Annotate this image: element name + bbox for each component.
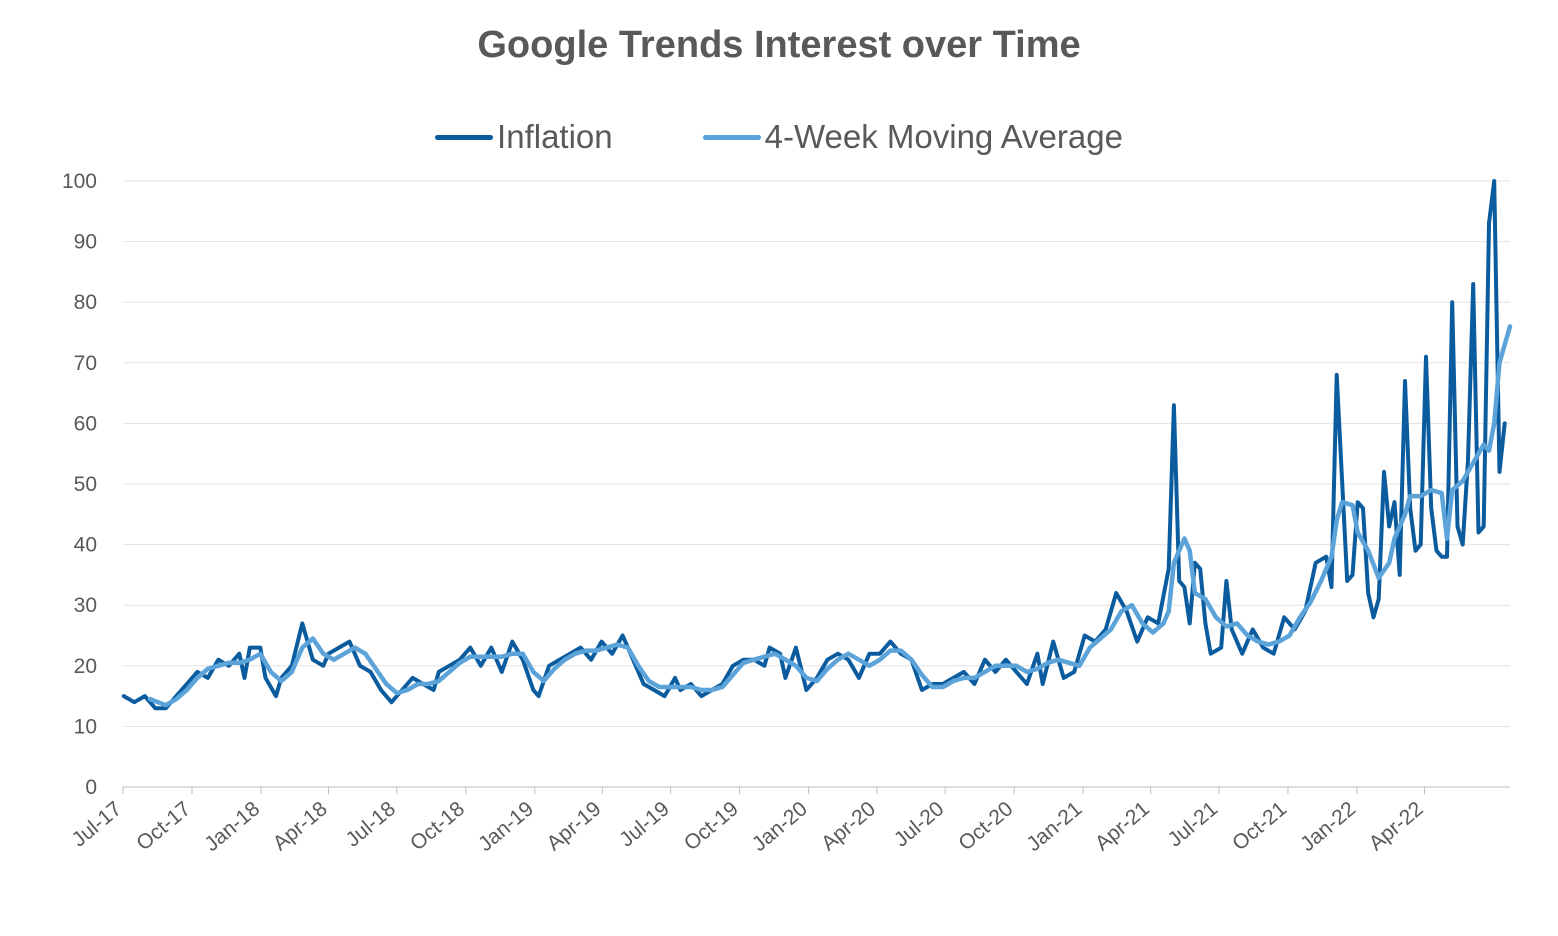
- x-tick-label: Jul-18: [341, 797, 400, 851]
- x-tick-label: Jul-19: [615, 797, 674, 851]
- y-tick-label: 50: [74, 473, 97, 496]
- x-tick-label: Oct-19: [680, 797, 743, 855]
- x-tick-label: Jan-19: [474, 797, 538, 856]
- y-axis-ticks: 0 10 20 30 40 50 60 70 80 90 100: [62, 170, 97, 799]
- y-tick-label: 20: [74, 655, 97, 678]
- series-line-moving-average: [147, 324, 1513, 708]
- x-tick-label: Oct-20: [954, 797, 1017, 855]
- x-tick-label: Apr-22: [1365, 797, 1428, 855]
- y-tick-label: 60: [74, 412, 97, 435]
- y-tick-label: 0: [85, 776, 97, 799]
- x-tick-label: Jul-21: [1164, 797, 1223, 851]
- y-tick-label: 10: [74, 715, 97, 738]
- series-lines: [121, 179, 1513, 711]
- chart-title: Google Trends Interest over Time: [477, 24, 1081, 66]
- x-tick-label: Apr-21: [1091, 797, 1154, 855]
- legend-swatch-inflation: [435, 134, 494, 140]
- y-tick-label: 30: [74, 594, 97, 617]
- x-tick-label: Apr-19: [542, 797, 605, 855]
- y-tick-label: 100: [62, 170, 97, 193]
- x-tick-label: Oct-17: [132, 797, 195, 855]
- series-line-inflation: [121, 179, 1507, 711]
- x-tick-label: Jan-20: [748, 797, 812, 856]
- legend-label-inflation: Inflation: [497, 118, 613, 155]
- legend: Inflation 4-Week Moving Average: [0, 118, 1558, 156]
- x-axis-ticks: Jul-17 Oct-17 Jan-18 Apr-18 Jul-18 Oct-18 Jan-…: [68, 787, 1428, 856]
- x-tick-label: Apr-20: [817, 797, 880, 855]
- x-tick-label: Apr-18: [269, 797, 332, 855]
- x-tick-label: Jul-17: [68, 797, 127, 851]
- legend-label-moving-average: 4-Week Moving Average: [764, 118, 1123, 155]
- y-tick-label: 80: [74, 291, 97, 314]
- legend-item-inflation: Inflation: [435, 118, 613, 156]
- x-tick-label: Jul-20: [890, 797, 949, 851]
- x-tick-label: Jan-22: [1296, 797, 1360, 856]
- y-tick-label: 70: [74, 352, 97, 375]
- y-tick-label: 90: [74, 231, 97, 254]
- x-tick-label: Jan-21: [1022, 797, 1086, 856]
- y-tick-label: 40: [74, 534, 97, 557]
- legend-item-moving-average: 4-Week Moving Average: [702, 118, 1123, 156]
- x-tick-label: Jan-18: [200, 797, 264, 856]
- x-tick-label: Oct-18: [406, 797, 469, 855]
- gridlines: [123, 180, 1510, 788]
- legend-swatch-moving-average: [702, 134, 761, 140]
- x-tick-label: Oct-21: [1228, 797, 1291, 855]
